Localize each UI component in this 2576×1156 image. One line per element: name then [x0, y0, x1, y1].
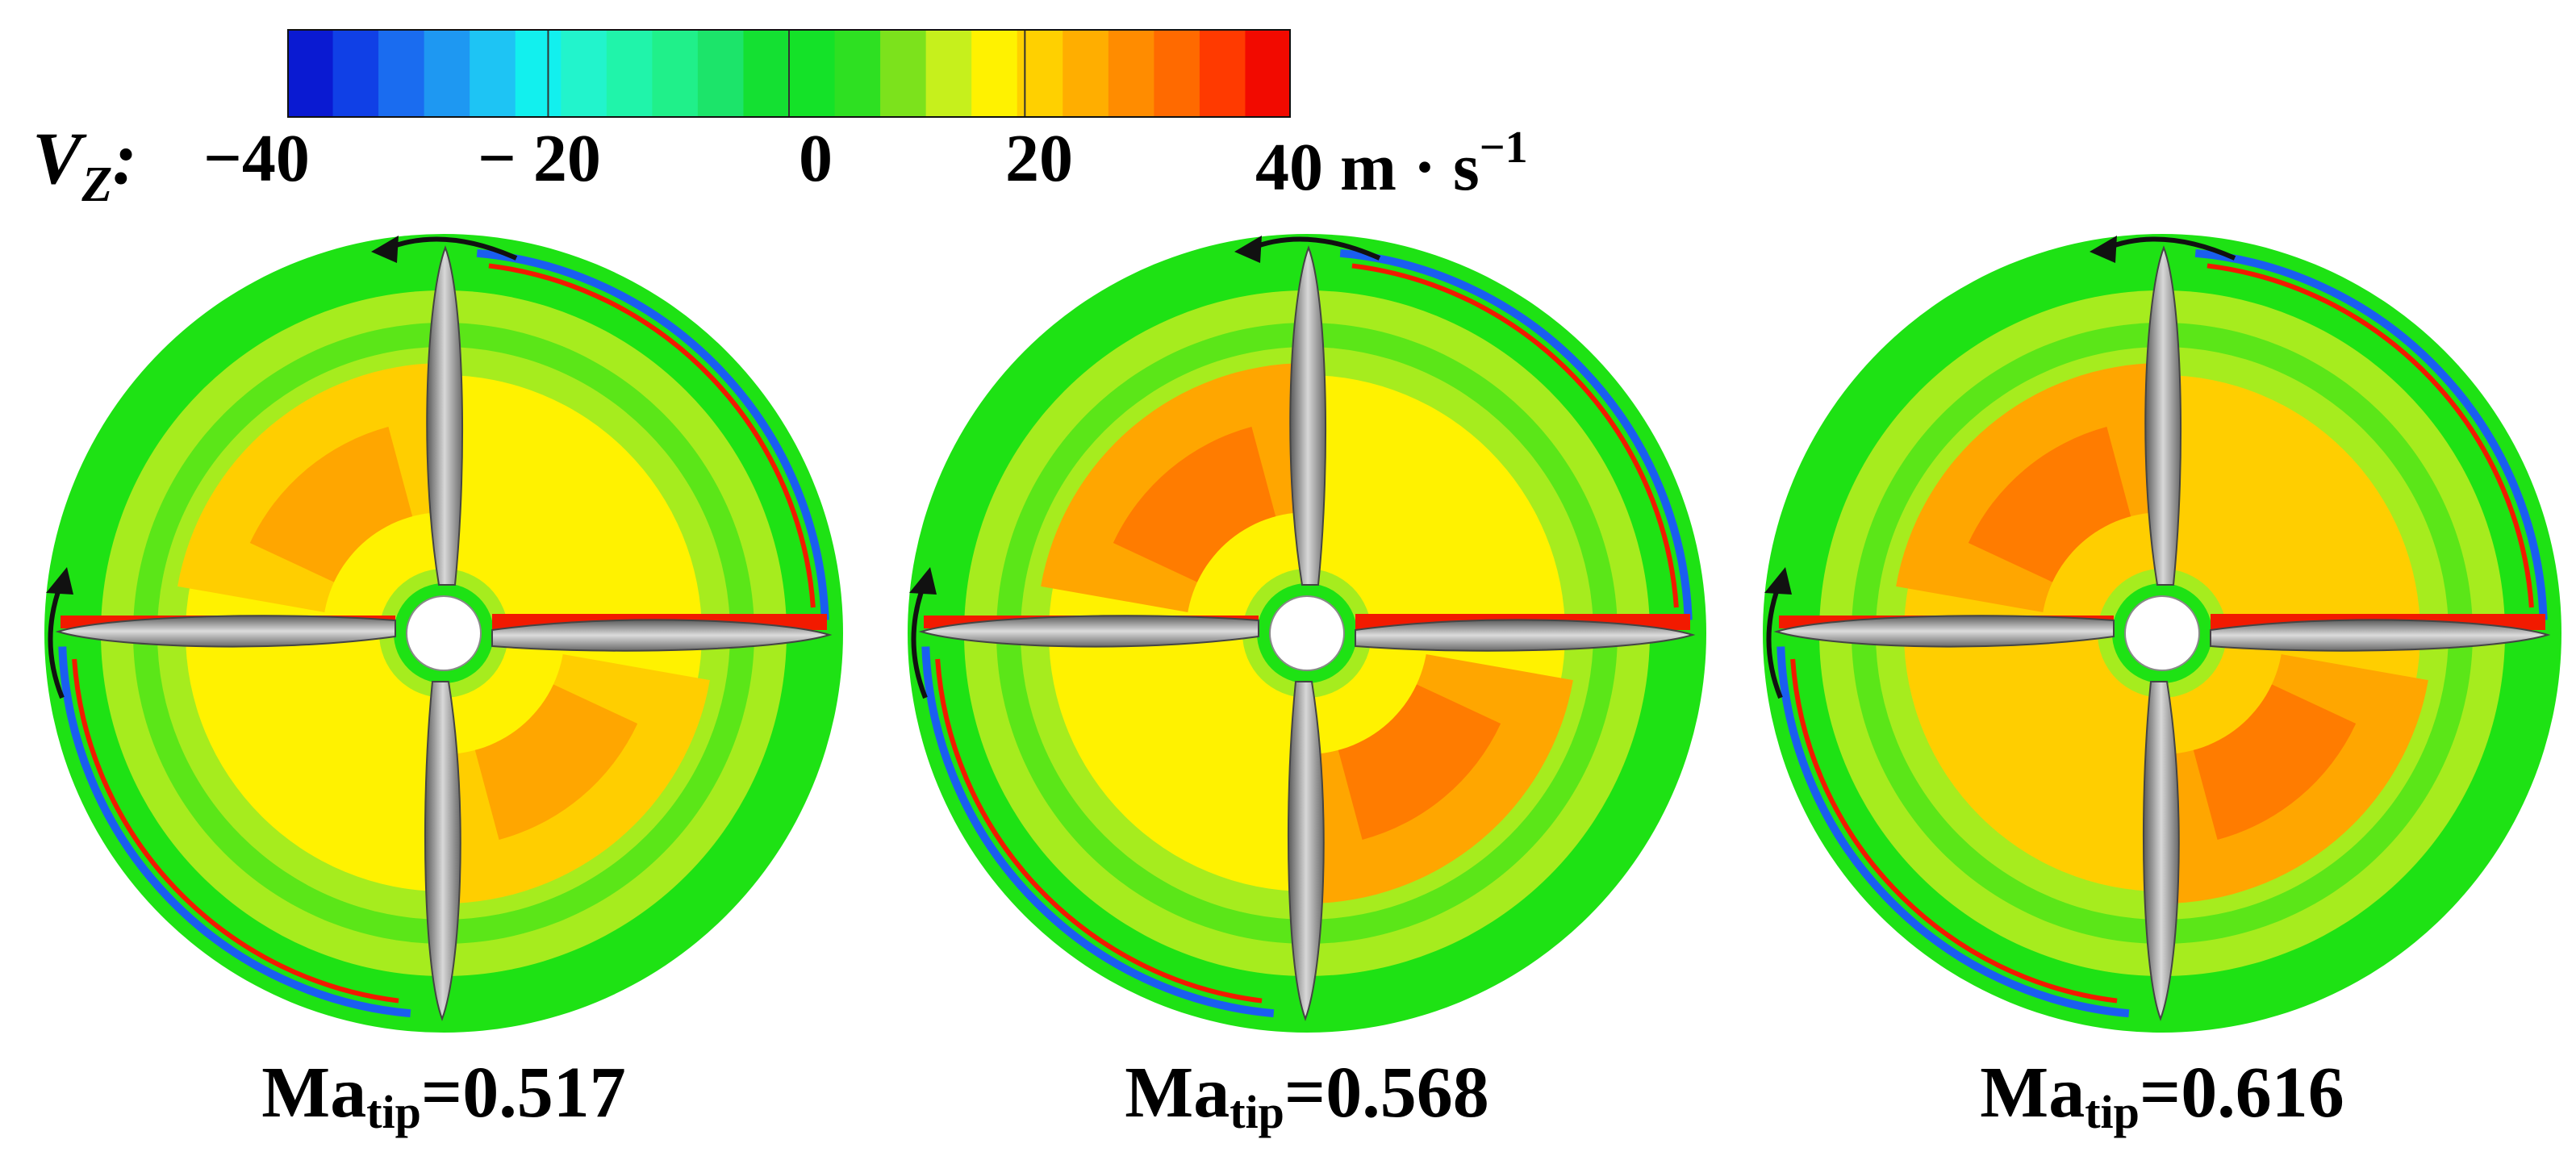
variable-colon: :	[112, 117, 137, 199]
colorbar-swatch	[697, 29, 745, 118]
variable-symbol: V	[32, 117, 82, 199]
colorbar-swatch	[925, 29, 972, 118]
colorbar-swatch	[1017, 29, 1063, 118]
rotation-arrowhead-icon	[1234, 236, 1262, 263]
tip-vortex-trace	[1351, 263, 1679, 608]
colorbar-swatch	[1199, 29, 1246, 118]
colorbar-swatch	[1063, 29, 1109, 118]
colorbar-swatch	[561, 29, 607, 118]
velocity-contour-disk	[1763, 234, 2561, 1033]
rotation-arrowhead-icon	[1764, 567, 1792, 595]
tip-vortex-trace	[2194, 248, 2548, 620]
colorbar-swatch	[424, 29, 470, 118]
colorbar-swatch	[789, 29, 836, 118]
colorbar-swatch	[971, 29, 1018, 118]
colorbar-swatch	[652, 29, 699, 118]
colorbar-variable-label: VZ:	[32, 121, 137, 210]
tip-vortex-trace	[1790, 658, 2118, 1004]
variable-subscript: Z	[81, 157, 113, 212]
propeller-blade	[1773, 615, 2115, 648]
hub	[2124, 595, 2200, 671]
colorbar-swatch	[606, 29, 653, 118]
colorbar-swatch	[470, 29, 516, 118]
velocity-contour-disk	[908, 234, 1706, 1033]
contour-panels: Matip=0.517 Matip=0.568 Matip=0.616	[0, 226, 2576, 1156]
colorbar-unit-label: 40 m · s−1	[1255, 125, 1528, 202]
tip-vortex-trace	[476, 248, 829, 620]
unit-exponent: −1	[1479, 123, 1528, 173]
colorbar-tick-label: 0	[799, 121, 833, 196]
rotation-arrow-icon	[48, 583, 65, 699]
propeller-blade	[2210, 619, 2551, 652]
tip-vortex-trace	[1776, 646, 2130, 1018]
tip-vortex-trace	[2207, 263, 2534, 608]
tip-vortex-trace	[935, 658, 1263, 1004]
propeller-blade	[1355, 619, 1696, 652]
colorbar-tick-label: 40	[1255, 130, 1323, 205]
tip-vortex-trace	[72, 658, 399, 1004]
propeller-blade	[1289, 245, 1327, 586]
rotation-arrowhead-icon	[2090, 236, 2117, 263]
propeller-blade	[918, 615, 1259, 648]
colorbar-swatch	[515, 29, 562, 118]
colorbar-swatch	[834, 29, 881, 118]
colorbar-swatch	[332, 29, 379, 118]
hub	[406, 595, 482, 671]
tip-mach-label: Matip=0.568	[1125, 1053, 1489, 1138]
rotation-arrow-icon	[386, 236, 518, 261]
colorbar-gradient	[287, 29, 1292, 118]
tip-mach-label: Matip=0.616	[1980, 1053, 2344, 1138]
rotation-arrow-icon	[1766, 583, 1783, 699]
propeller-blade	[55, 615, 396, 648]
tip-vortex-trace	[1339, 248, 1693, 620]
rotation-arrowhead-icon	[371, 236, 399, 263]
colorbar-swatch	[287, 29, 334, 118]
propeller-blade	[2142, 681, 2180, 1021]
colorbar-swatch	[743, 29, 790, 118]
tip-vortex-trace	[58, 646, 411, 1018]
rotation-arrowhead-icon	[909, 567, 937, 595]
colorbar-tick-label: − 20	[478, 121, 601, 196]
colorbar-swatch	[378, 29, 425, 118]
propeller-blade	[2144, 245, 2182, 586]
rotation-arrowhead-icon	[46, 567, 73, 595]
rotation-arrow-icon	[911, 583, 928, 699]
velocity-contour-disk	[44, 234, 843, 1033]
tip-vortex-trace	[488, 263, 816, 608]
rotation-arrow-icon	[2104, 236, 2236, 261]
colorbar-frame	[287, 29, 1291, 118]
unit-text: m · s	[1340, 130, 1480, 205]
colorbar-swatch	[1245, 29, 1292, 118]
colorbar-tick-label: −40	[203, 121, 310, 196]
hub	[1269, 595, 1345, 671]
colorbar-swatch	[1108, 29, 1154, 118]
colorbar-tick-label: 20	[1005, 121, 1073, 196]
propeller-blade	[1287, 681, 1325, 1021]
contour-panel-1: Matip=0.517	[16, 226, 871, 1156]
propeller-blade	[424, 681, 461, 1021]
tip-mach-label: Matip=0.517	[261, 1053, 626, 1138]
rotation-arrow-icon	[1249, 236, 1381, 261]
colorbar-swatch	[880, 29, 927, 118]
colorbar-swatch	[1154, 29, 1200, 118]
colorbar	[287, 29, 1292, 118]
contour-panel-3: Matip=0.616	[1735, 226, 2576, 1156]
tip-vortex-trace	[921, 646, 1275, 1018]
contour-panel-2: Matip=0.568	[879, 226, 1735, 1156]
propeller-blade	[426, 245, 464, 586]
propeller-blade	[491, 619, 833, 652]
